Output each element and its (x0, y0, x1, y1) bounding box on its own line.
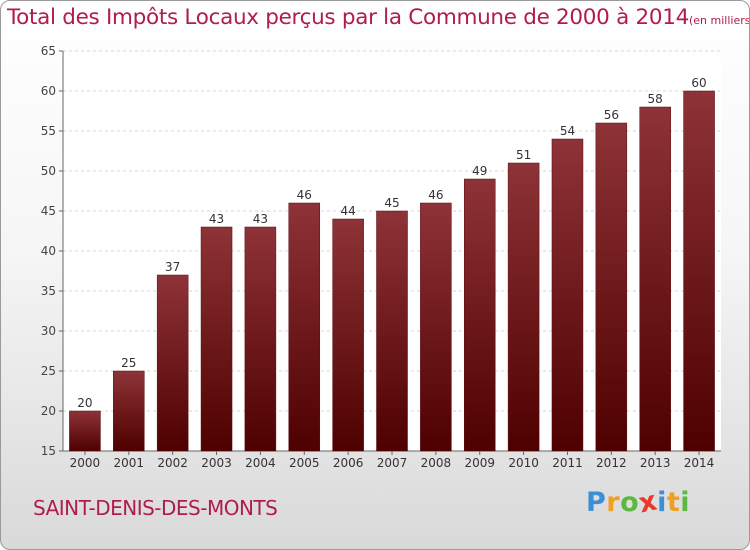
x-tick-label: 2013 (640, 456, 671, 470)
y-tick-label: 50 (41, 164, 56, 178)
data-label: 44 (340, 204, 355, 218)
bar-2003 (200, 226, 233, 452)
x-tick-label: 2007 (377, 456, 408, 470)
data-label: 51 (516, 148, 531, 162)
bar-2002 (156, 274, 189, 452)
y-tick-label: 40 (41, 244, 56, 258)
data-label: 20 (77, 396, 92, 410)
data-label: 43 (209, 212, 224, 226)
commune-name: SAINT-DENIS-DES-MONTS (33, 496, 278, 520)
x-tick-label: 2014 (684, 456, 715, 470)
chart-unit: (en milliers d'€) (689, 14, 750, 27)
x-tick-label: 2011 (552, 456, 583, 470)
data-label: 46 (297, 188, 312, 202)
y-tick-label: 55 (41, 124, 56, 138)
data-label: 58 (648, 92, 663, 106)
y-tick-label: 15 (41, 444, 56, 458)
y-tick-label: 65 (41, 44, 56, 58)
bar-2014 (683, 90, 715, 452)
x-tick-label: 2001 (114, 456, 145, 470)
logo-letter: r (606, 487, 621, 518)
data-label: 45 (384, 196, 399, 210)
data-label: 54 (560, 124, 575, 138)
x-tick-label: 2008 (421, 456, 452, 470)
bar-2008 (420, 202, 452, 452)
y-tick-label: 60 (41, 84, 56, 98)
x-tick-label: 2006 (333, 456, 364, 470)
logo-letter: i (657, 487, 667, 518)
y-tick-label: 30 (41, 324, 56, 338)
bar-2007 (376, 210, 408, 452)
bar-2010 (507, 162, 540, 452)
bar-2004 (244, 226, 277, 452)
x-tick-label: 2009 (464, 456, 495, 470)
data-label: 25 (121, 356, 136, 370)
data-label: 60 (691, 76, 706, 90)
x-tick-label: 2000 (70, 456, 101, 470)
x-tick-label: 2004 (245, 456, 276, 470)
bar-2009 (463, 178, 496, 452)
chart-title-text: Total des Impôts Locaux perçus par la Co… (7, 5, 689, 30)
bar-2000 (69, 410, 101, 452)
y-tick-label: 20 (41, 404, 56, 418)
y-tick-label: 35 (41, 284, 56, 298)
bar-2013 (639, 106, 671, 452)
x-tick-label: 2002 (157, 456, 188, 470)
data-label: 37 (165, 260, 180, 274)
x-tick-label: 2012 (596, 456, 627, 470)
data-label: 46 (428, 188, 443, 202)
x-tick-label: 2003 (201, 456, 232, 470)
y-tick-label: 25 (41, 364, 56, 378)
proxiti-logo: Proxiti (586, 485, 691, 519)
data-label: 56 (604, 108, 619, 122)
data-label: 43 (253, 212, 268, 226)
logo-letter: i (680, 487, 691, 518)
bar-2001 (113, 370, 145, 452)
bar-2005 (288, 202, 321, 452)
x-tick-label: 2010 (508, 456, 539, 470)
chart-title: Total des Impôts Locaux perçus par la Co… (7, 5, 750, 30)
bar-2006 (332, 218, 364, 452)
data-label: 49 (472, 164, 487, 178)
logo-letter: o (620, 487, 640, 518)
logo-letter: P (586, 487, 607, 518)
logo-letter: t (666, 487, 681, 518)
x-tick-label: 2005 (289, 456, 320, 470)
y-tick-label: 45 (41, 204, 56, 218)
bar-2012 (595, 122, 628, 452)
bar-2011 (551, 138, 584, 452)
